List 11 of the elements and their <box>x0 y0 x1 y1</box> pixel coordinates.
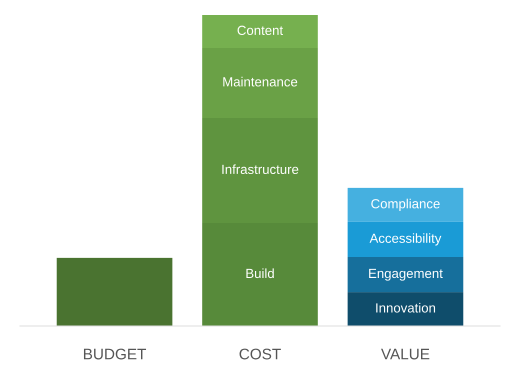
series-label: Content <box>238 26 284 36</box>
series-label: Innovation <box>376 302 436 313</box>
series-label: Maintenance <box>223 76 298 86</box>
series-label: Engagement <box>369 268 443 281</box>
series-label: Accessibility <box>370 233 442 246</box>
x-tick-label: VALUE <box>381 348 430 360</box>
series-label: Build <box>246 268 274 278</box>
x-tick-label: BUDGET <box>84 348 146 360</box>
series-label: Infrastructure <box>222 164 298 174</box>
x-tick-label: COST <box>240 348 281 360</box>
series-label: Compliance <box>371 198 440 212</box>
